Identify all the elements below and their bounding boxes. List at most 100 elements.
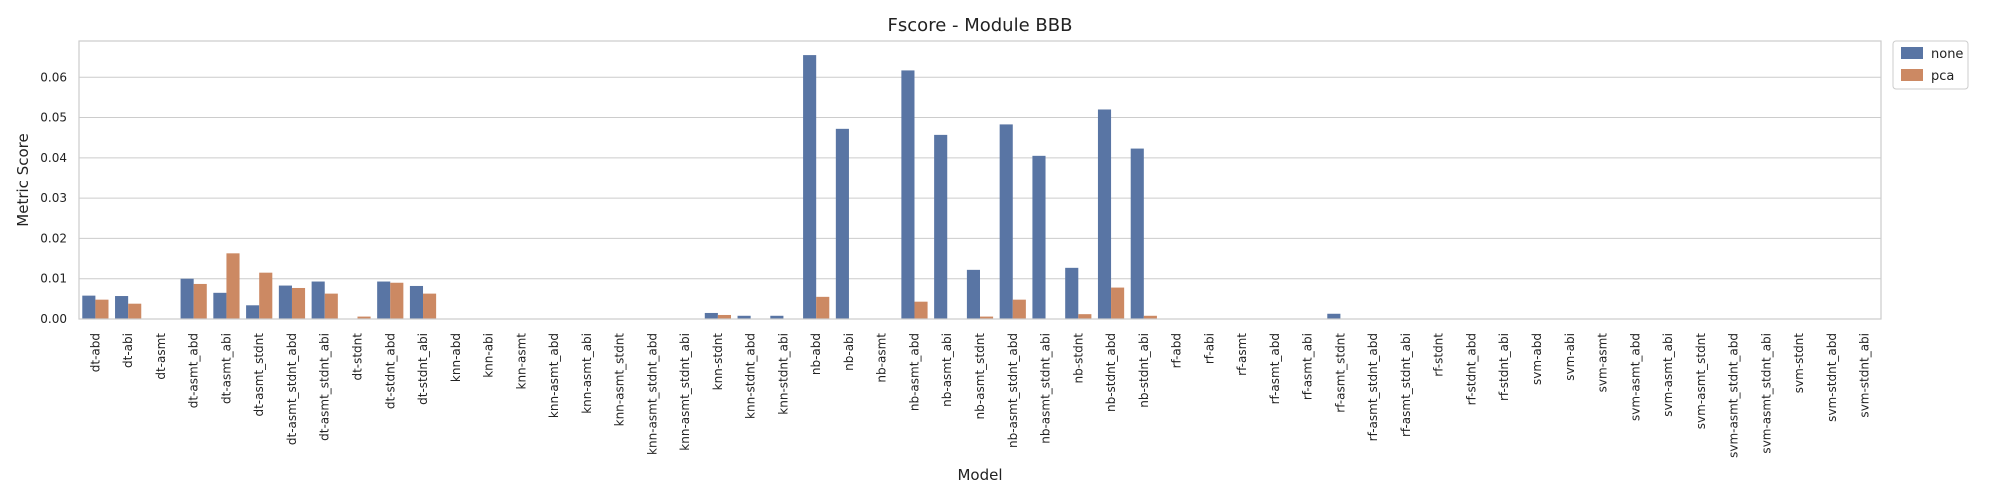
- x-tick-label: nb-asmt_stdnt_abd: [1006, 333, 1020, 448]
- bar-pca-dt-asmt_abi: [226, 253, 240, 319]
- bar-none-dt-abi: [115, 296, 129, 319]
- x-tick-label: rf-stdnt_abi: [1497, 333, 1511, 401]
- bar-none-dt-stdnt_abd: [377, 281, 391, 319]
- bar-pca-nb-asmt_abd: [914, 301, 928, 319]
- bar-none-knn-stdnt: [704, 312, 718, 319]
- bar-none-dt-asmt_abd: [180, 278, 194, 319]
- bar-none-nb-abd: [803, 55, 817, 319]
- x-tick-label: svm-abi: [1563, 333, 1577, 381]
- x-tick-label: svm-stdnt: [1792, 333, 1806, 394]
- grid-lines: [79, 76, 1881, 320]
- x-tick-label: svm-asmt_stdnt_abi: [1759, 333, 1773, 454]
- x-axis-title: Model: [957, 466, 1002, 484]
- bar-none-nb-asmt_abd: [901, 70, 915, 319]
- x-tick-label: dt-asmt_abd: [187, 333, 201, 408]
- bar-none-rf-asmt_stdnt: [1327, 313, 1341, 319]
- x-tick-label: nb-asmt_abi: [940, 333, 954, 407]
- bar-none-nb-asmt_stdnt_abd: [999, 124, 1013, 320]
- x-tick-label: dt-asmt_stdnt_abd: [285, 333, 299, 445]
- chart-title: Fscore - Module BBB: [888, 15, 1073, 36]
- bar-none-knn-stdnt_abi: [770, 315, 784, 319]
- x-tick-label: svm-stdnt_abd: [1825, 333, 1839, 422]
- plot-frame: [78, 40, 1882, 320]
- x-tick-label: nb-stdnt_abi: [1137, 333, 1151, 408]
- x-tick-label: rf-asmt: [1235, 333, 1249, 376]
- y-tick-label: 0.00: [40, 312, 67, 326]
- x-tick-label: nb-stdnt_abd: [1104, 333, 1118, 412]
- x-tick-label: rf-asmt_abd: [1268, 333, 1282, 404]
- bars: [82, 55, 1341, 320]
- x-tick-label: knn-asmt: [514, 333, 528, 390]
- x-tick-label: dt-asmt_stdnt_abi: [318, 333, 332, 441]
- y-tick-label: 0.03: [40, 191, 67, 205]
- x-tick-label: rf-stdnt_abd: [1464, 333, 1478, 405]
- x-tick-label: dt-asmt: [154, 333, 168, 380]
- bar-pca-dt-abi: [128, 303, 142, 319]
- x-tick-label: knn-asmt_stdnt_abd: [645, 333, 659, 455]
- x-tick-label: knn-asmt_stdnt_abi: [678, 333, 692, 451]
- legend: none pca: [1892, 40, 1969, 90]
- y-axis-title: Metric Score: [14, 133, 32, 226]
- x-tick-label: nb-stdnt: [1071, 333, 1085, 384]
- x-tick-label: dt-asmt_abi: [219, 333, 233, 404]
- x-tick-label: nb-asmt: [875, 333, 889, 383]
- x-tick-label: rf-asmt_stdnt_abi: [1399, 333, 1413, 437]
- x-tick-label: dt-abd: [88, 333, 102, 372]
- bar-pca-nb-abd: [816, 296, 830, 319]
- y-tick-label: 0.04: [40, 151, 67, 165]
- bar-none-nb-abi: [835, 128, 849, 319]
- y-tick-label: 0.06: [40, 70, 67, 84]
- bar-pca-nb-asmt_stdnt: [980, 316, 994, 319]
- y-tick-label: 0.02: [40, 231, 67, 245]
- x-tick-label: dt-asmt_stdnt: [252, 333, 266, 417]
- bar-pca-dt-asmt_stdnt_abd: [291, 287, 306, 319]
- bar-pca-nb-stdnt: [1078, 314, 1092, 319]
- legend-swatch-none: [1901, 47, 1923, 59]
- bar-none-dt-asmt_stdnt_abi: [311, 281, 325, 319]
- x-tick-label: svm-asmt_stdnt: [1694, 333, 1708, 430]
- bar-pca-dt-asmt_stdnt: [259, 272, 273, 319]
- x-tick-label: knn-abi: [482, 333, 496, 378]
- bar-pca-nb-stdnt_abi: [1143, 315, 1157, 319]
- bar-none-nb-asmt_abi: [934, 134, 948, 319]
- x-tick-label: svm-abd: [1530, 333, 1544, 385]
- legend-label-none: none: [1931, 47, 1963, 62]
- bar-pca-nb-stdnt_abd: [1111, 287, 1125, 319]
- bar-pca-dt-stdnt_abd: [390, 282, 404, 319]
- x-tick-label: nb-asmt_stdnt_abi: [1039, 333, 1053, 444]
- x-tick-label: rf-stdnt: [1432, 333, 1446, 377]
- bar-none-nb-stdnt_abi: [1130, 148, 1144, 319]
- x-tick-label: svm-asmt_stdnt_abd: [1727, 333, 1741, 458]
- x-tick-label: svm-asmt_abi: [1661, 333, 1675, 417]
- bar-none-dt-asmt_abi: [213, 292, 227, 319]
- x-tick-label: knn-asmt_stdnt: [613, 333, 627, 427]
- bar-pca-nb-asmt_stdnt_abd: [1012, 299, 1026, 319]
- x-tick-label: dt-stdnt_abd: [383, 333, 397, 409]
- x-tick-label: rf-abi: [1202, 333, 1216, 364]
- legend-swatch-pca: [1901, 69, 1923, 81]
- x-tick-label: knn-asmt_abd: [547, 333, 561, 418]
- x-tick-label: rf-asmt_stdnt_abd: [1366, 333, 1380, 441]
- y-tick-label: 0.01: [40, 272, 67, 286]
- x-tick-label: svm-asmt_abd: [1628, 333, 1642, 421]
- x-tick-label: knn-abd: [449, 333, 463, 382]
- x-tick-label: rf-abd: [1170, 333, 1184, 368]
- legend-label-pca: pca: [1931, 69, 1954, 84]
- bar-none-dt-asmt_stdnt: [246, 305, 260, 319]
- bar-pca-dt-stdnt: [357, 316, 371, 319]
- x-tick-label: knn-stdnt_abi: [776, 333, 790, 415]
- bar-pca-dt-stdnt_abi: [423, 293, 437, 319]
- bar-none-knn-stdnt_abd: [737, 315, 751, 319]
- x-tick-label: nb-abi: [842, 333, 856, 371]
- x-tick-label: nb-asmt_stdnt: [973, 333, 987, 420]
- x-tick-label: dt-stdnt: [350, 333, 364, 381]
- x-tick-label: knn-asmt_abi: [580, 333, 594, 414]
- y-tick-label: 0.05: [40, 111, 67, 125]
- x-tick-label: svm-stdnt_abi: [1858, 333, 1872, 418]
- x-tick-label: nb-abd: [809, 333, 823, 375]
- x-tick-label: nb-asmt_abd: [907, 333, 921, 411]
- y-tick-labels: 0.00 0.01 0.02 0.03 0.04 0.05 0.06: [40, 70, 67, 326]
- x-tick-label: svm-asmt: [1596, 333, 1610, 393]
